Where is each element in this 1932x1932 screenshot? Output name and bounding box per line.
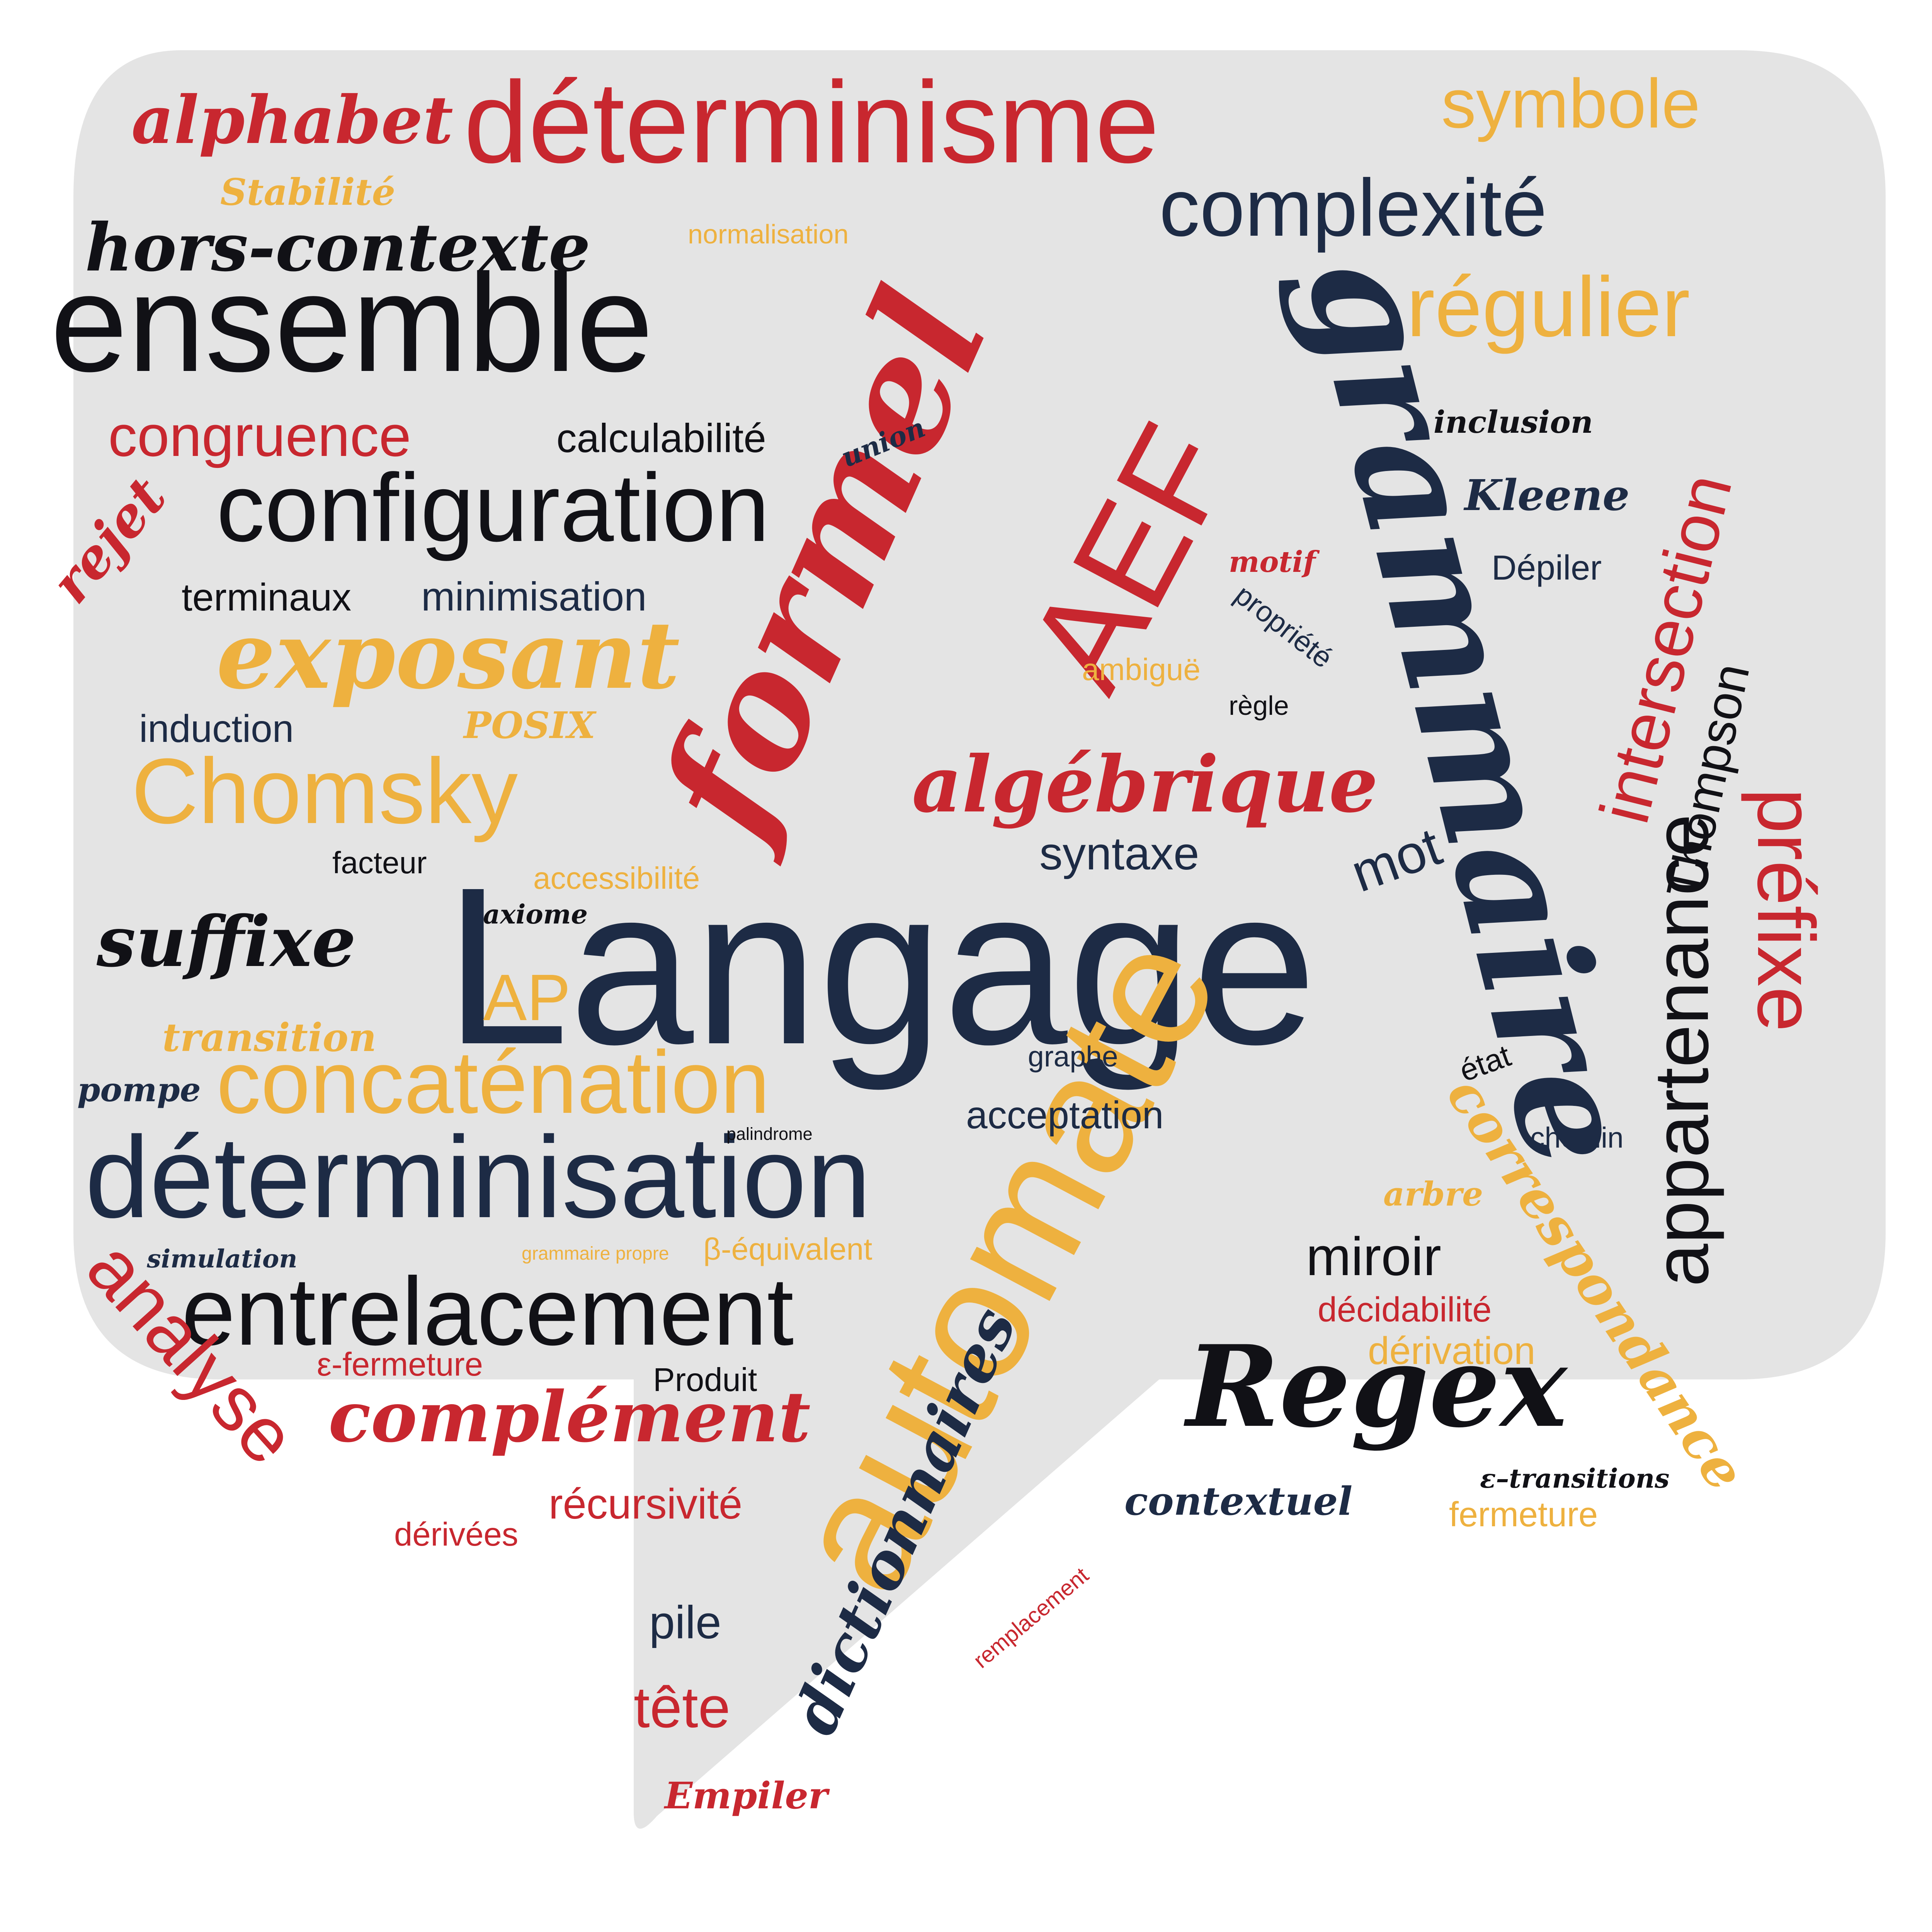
word-miroir: miroir <box>1306 1226 1441 1287</box>
word-exposant: exposant <box>216 601 680 710</box>
word-chemin: chemin <box>1530 1121 1624 1154</box>
word-empiler: Empiler <box>663 1774 830 1817</box>
word-depiler: Dépiler <box>1492 549 1602 587</box>
word-prefixe: préfixe <box>1741 788 1832 1032</box>
word-palindrome: palindrome <box>726 1124 813 1144</box>
speech-bubble-shape <box>73 50 1886 1829</box>
word-pile: pile <box>649 1597 721 1648</box>
word-langage: Langage <box>444 840 1317 1092</box>
word-chomsky: Chomsky <box>131 739 518 843</box>
word-recursivite: récursivité <box>549 1480 742 1528</box>
word-appartenance: appartenance <box>1638 814 1725 1287</box>
word-complexite: complexité <box>1159 162 1547 253</box>
word-simulation: simulation <box>146 1244 297 1274</box>
word-cloud: Langage grammaire formel automate AEF en… <box>39 57 1832 1817</box>
word-regex: Regex <box>1183 1321 1569 1452</box>
word-regle: règle <box>1229 690 1289 721</box>
word-configuration: configuration <box>216 454 770 561</box>
word-remplacement: remplacement <box>969 1563 1094 1673</box>
word-congruence: congruence <box>108 403 411 468</box>
word-contextuel: contextuel <box>1124 1478 1352 1524</box>
word-kleene: Kleene <box>1463 470 1629 520</box>
word-graphe: graphe <box>1028 1040 1118 1073</box>
word-algebrique: algébrique <box>912 739 1378 830</box>
word-inclusion: inclusion <box>1434 404 1593 440</box>
word-axiome: axiome <box>483 899 588 930</box>
word-stabilite: Stabilité <box>220 171 395 214</box>
word-determinisme: déterminisme <box>464 57 1160 187</box>
word-epsilon-fermeture: ε-fermeture <box>317 1346 483 1383</box>
word-posix: POSIX <box>463 704 597 747</box>
word-symbole: symbole <box>1441 65 1700 143</box>
word-normalisation: normalisation <box>688 219 849 249</box>
word-tete: tête <box>634 1675 730 1740</box>
word-derivees: dérivées <box>394 1516 518 1553</box>
word-fermeture: fermeture <box>1449 1495 1598 1534</box>
word-pompe: pompe <box>77 1071 201 1109</box>
word-accessibilite: accessibilité <box>533 861 700 895</box>
word-terminaux: terminaux <box>182 576 351 619</box>
word-complement: complément <box>328 1376 811 1458</box>
word-hors-contexte: hors-contexte <box>85 209 590 286</box>
word-determinisation: déterminisation <box>85 1112 871 1242</box>
word-regulier: régulier <box>1406 259 1690 354</box>
word-suffixe: suffixe <box>96 901 356 983</box>
word-acceptation: acceptation <box>966 1094 1163 1137</box>
word-ensemble: ensemble <box>50 245 653 401</box>
word-derivation: dérivation <box>1368 1329 1536 1372</box>
word-ambigue: ambiguë <box>1082 652 1201 687</box>
word-alphabet: alphabet <box>131 82 453 159</box>
word-motif: motif <box>1229 545 1320 579</box>
word-entrelacement: entrelacement <box>182 1257 794 1365</box>
word-beta-equivalent: β-équivalent <box>703 1232 872 1266</box>
word-calculabilite: calculabilité <box>556 416 766 461</box>
word-transition: transition <box>162 1015 376 1060</box>
word-minimisation: minimisation <box>421 574 647 619</box>
word-arbre: arbre <box>1383 1175 1483 1214</box>
word-produit: Produit <box>653 1362 757 1398</box>
word-epsilon-transitions: ε–transitions <box>1480 1463 1670 1494</box>
word-decidabilite: décidabilité <box>1318 1291 1492 1329</box>
word-grammaire-propre: grammaire propre <box>522 1243 669 1264</box>
word-facteur: facteur <box>332 845 427 880</box>
word-ap: AP <box>483 961 571 1034</box>
word-syntaxe: syntaxe <box>1039 828 1199 879</box>
word-concatenation: concaténation <box>216 1032 770 1132</box>
word-induction: induction <box>139 707 294 750</box>
